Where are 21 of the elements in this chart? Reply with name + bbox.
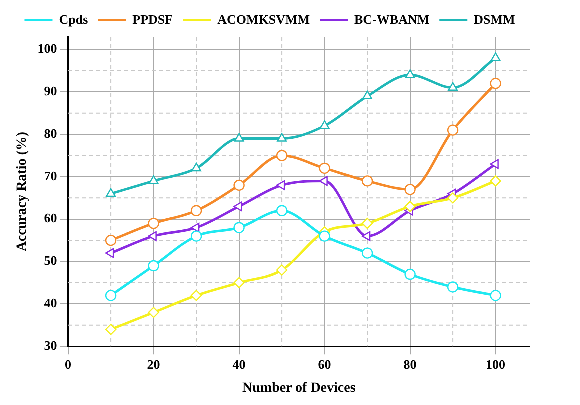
- y-tick-label: 70: [44, 168, 58, 184]
- legend-label: ACOMKSVMM: [218, 12, 310, 27]
- y-axis-title: Accuracy Ratio (%): [15, 132, 30, 252]
- y-tick-label: 90: [44, 83, 58, 98]
- x-tick-label: 0: [65, 356, 72, 372]
- x-tick-label: 100: [486, 356, 506, 372]
- legend-label: Cpds: [59, 12, 88, 27]
- y-tick-label: 50: [44, 253, 58, 268]
- y-tick-label: 60: [44, 210, 58, 226]
- x-tick-label: 40: [232, 356, 246, 372]
- y-tick-label: 40: [44, 296, 58, 311]
- legend-label: BC-WBANM: [354, 12, 430, 27]
- x-axis-title: Number of Devices: [242, 381, 356, 396]
- y-tick-label: 100: [38, 41, 58, 56]
- x-tick-label: 20: [147, 356, 160, 372]
- x-tick-label: 80: [404, 356, 417, 372]
- legend-label: PPDSF: [132, 12, 174, 27]
- x-tick-label: 60: [318, 356, 332, 372]
- y-tick-label: 30: [44, 338, 58, 353]
- y-tick-label: 80: [44, 126, 58, 141]
- legend-label: DSMM: [474, 12, 516, 27]
